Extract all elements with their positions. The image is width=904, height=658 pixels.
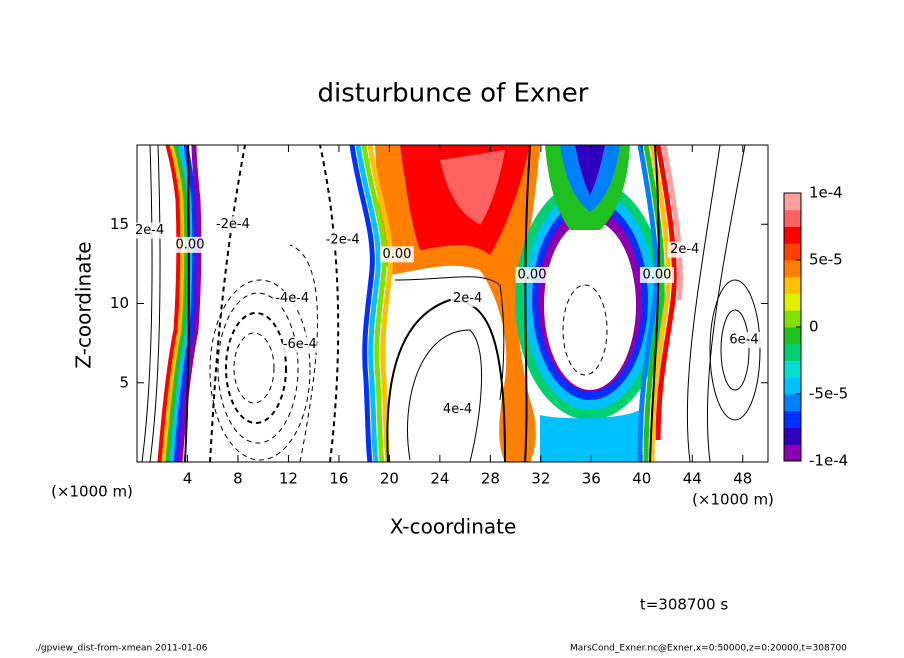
y-tick-label: 5 (119, 373, 129, 391)
contour-label: -2e-4 (216, 217, 250, 232)
warm-peak (440, 150, 505, 225)
colorbar-segment (784, 293, 801, 311)
right-loop (515, 145, 665, 462)
colorbar-segment (784, 193, 801, 211)
contour-field (141, 145, 761, 462)
colorbar-segment (784, 243, 801, 261)
contour-label-bg (450, 290, 485, 307)
contour-label-bg (440, 401, 475, 418)
x-tick-label: 4 (183, 470, 193, 488)
chart-title: disturbunce of Exner (318, 79, 589, 109)
colorbar-segment (784, 327, 801, 345)
contour-label: -2e-4 (326, 233, 360, 248)
contour-label-bg (215, 216, 250, 233)
x-tick-label: 40 (632, 470, 651, 488)
x-tick-label: 44 (683, 470, 702, 488)
contour-label: 2e-4 (135, 223, 164, 238)
contour-label: 6e-4 (729, 332, 758, 347)
contour-label-bg (275, 290, 310, 307)
colorbar-tick-label: -5e-5 (809, 385, 848, 403)
colorbar-segment (784, 276, 801, 294)
colorbar-segment (784, 427, 801, 445)
right-front (637, 145, 683, 462)
contour-label: 2e-4 (453, 291, 482, 306)
colorbar-segment (784, 444, 801, 462)
contour-label: 0.00 (642, 267, 671, 282)
colorbar-tick-label: -1e-4 (809, 452, 848, 470)
x-tick-label: 24 (430, 470, 449, 488)
colorbar-segment (784, 360, 801, 378)
contour-label-bg (325, 232, 360, 249)
contour-label-bg (667, 241, 702, 258)
contour-label-bg (515, 266, 550, 283)
contour-label: 0.00 (382, 247, 411, 262)
y-axis-label: Z-coordinate (72, 241, 96, 368)
colorbar-segment (784, 343, 801, 361)
contour-label-bg (282, 336, 317, 353)
center-front (349, 145, 393, 462)
x-tick-label: 20 (380, 470, 399, 488)
colorbar-segment (784, 394, 801, 412)
y-tick-label: 15 (110, 215, 129, 233)
contour-label: -6e-4 (283, 337, 317, 352)
x-tick-label: 48 (733, 470, 752, 488)
contour-label: 0.00 (176, 237, 205, 252)
colorbar-tick-label: 0 (809, 318, 819, 336)
colorbar-tick-label: 1e-4 (809, 184, 843, 202)
contour-label-bg (727, 331, 762, 348)
x-axis-label: X-coordinate (390, 515, 517, 539)
colorbar-tick-label: 5e-5 (809, 251, 843, 269)
contour-label-bg (379, 246, 414, 263)
x-tick-label: 12 (279, 470, 298, 488)
x-tick-label: 28 (481, 470, 500, 488)
contour-label-bg (132, 222, 167, 239)
x-tick-label: 16 (329, 470, 348, 488)
x-unit: (×1000 m) (692, 491, 774, 509)
contour-label-bg (639, 266, 674, 283)
contour-label: 0.00 (518, 267, 547, 282)
contour-label: 4e-4 (443, 402, 472, 417)
colorbar-segment (784, 410, 801, 428)
x-tick-label: 36 (582, 470, 601, 488)
colorbar-segment (784, 209, 801, 227)
x-tick-label: 8 (233, 470, 243, 488)
contour-label: 2e-4 (670, 242, 699, 257)
colorbar-segment (784, 260, 801, 278)
footer-right: MarsCond_Exner.nc@Exner,x=0:50000,z=0:20… (570, 644, 847, 654)
time-label: t=308700 s (640, 596, 728, 614)
contour-label: -4e-4 (275, 291, 309, 306)
colorbar-segment (784, 377, 801, 395)
contour-lines (141, 145, 761, 462)
colorbar-segment (784, 310, 801, 328)
left-front (157, 145, 202, 462)
footer-left: ./gpview_dist-from-xmean 2011-01-06 (35, 644, 208, 654)
y-tick-label: 10 (110, 294, 129, 312)
x-tick-label: 32 (531, 470, 550, 488)
contour-label-bg (173, 236, 208, 253)
colorbar-segment (784, 226, 801, 244)
y-unit: (×1000 m) (51, 483, 133, 501)
